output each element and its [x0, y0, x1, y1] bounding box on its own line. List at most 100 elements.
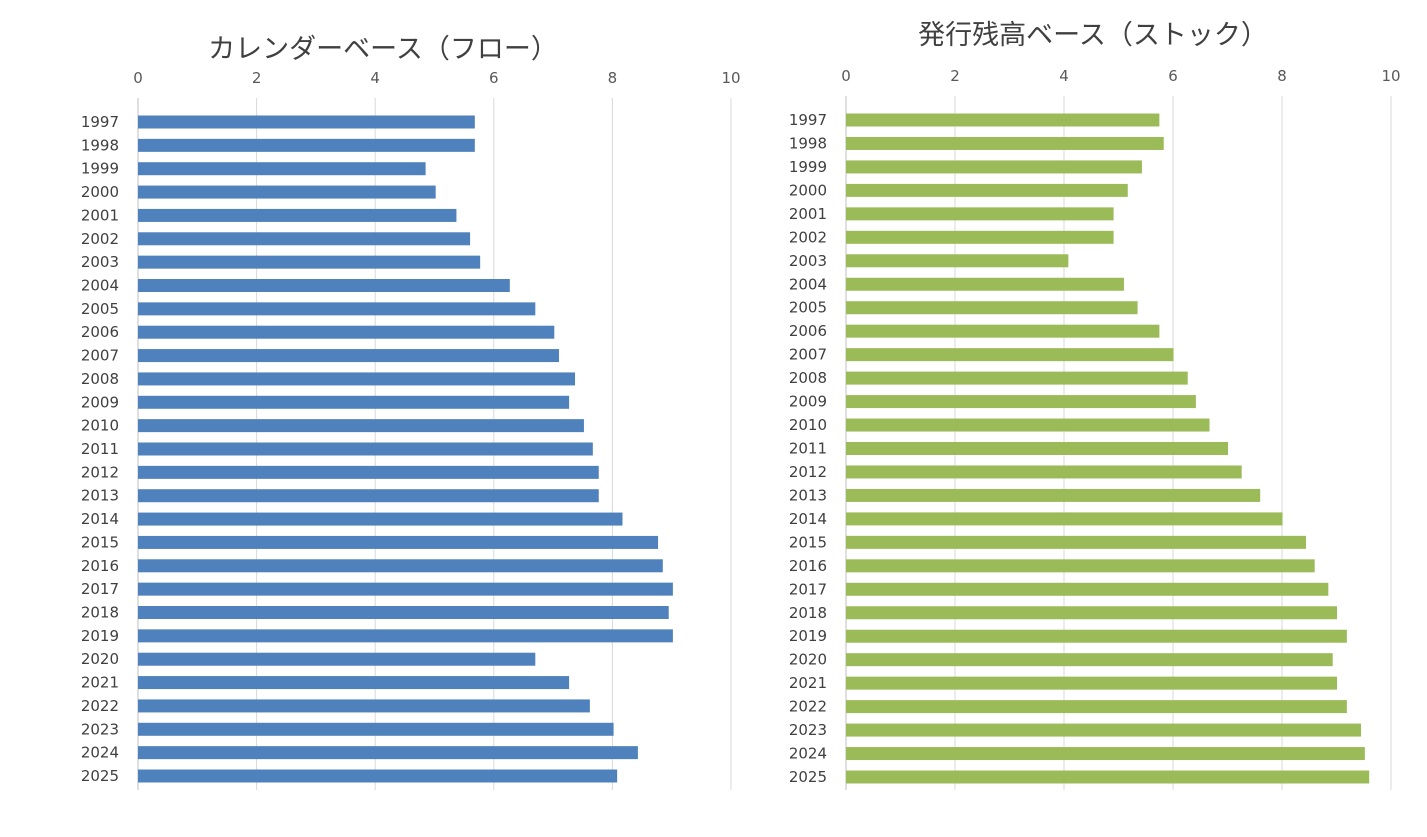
stock-category-label: 2017	[789, 580, 827, 598]
flow-bar	[138, 232, 471, 246]
flow-chart-title: カレンダーベース（フロー）	[208, 34, 558, 65]
flow-category-label: 2004	[81, 277, 119, 295]
stock-bar	[846, 418, 1210, 432]
stock-category-label: 1999	[789, 158, 827, 176]
flow-category-label: 2012	[81, 463, 119, 481]
flow-category-label: 2024	[81, 744, 119, 762]
flow-x-tick-label: 6	[489, 69, 499, 87]
stock-x-tick-label: 6	[1168, 67, 1178, 85]
flow-bar	[138, 395, 570, 409]
stock-bar	[846, 488, 1261, 502]
stock-category-label: 2013	[789, 486, 827, 504]
flow-bar	[138, 208, 457, 222]
stock-category-label: 2014	[789, 510, 827, 528]
flow-category-label: 2000	[81, 183, 119, 201]
flow-bar	[138, 255, 481, 269]
flow-category-label: 2010	[81, 417, 119, 435]
stock-bar	[846, 512, 1283, 526]
flow-category-label: 1999	[81, 160, 119, 178]
flow-category-label: 1997	[81, 113, 119, 131]
flow-bar	[138, 652, 536, 666]
flow-bar	[138, 185, 436, 199]
flow-bar	[138, 279, 510, 292]
flow-category-label: 2018	[81, 604, 119, 622]
stock-category-label: 2004	[789, 275, 827, 293]
stock-category-label: 2011	[789, 440, 827, 458]
flow-bar	[138, 465, 599, 479]
stock-bar	[846, 113, 1160, 127]
stock-category-label: 2007	[789, 346, 827, 364]
stock-bar	[846, 535, 1306, 549]
flow-category-label: 2003	[81, 253, 119, 271]
flow-bar	[138, 372, 576, 386]
stock-category-label: 2015	[789, 533, 827, 551]
flow-bar	[138, 582, 673, 596]
flow-category-label: 2023	[81, 720, 119, 738]
flow-bar	[138, 512, 623, 526]
stock-bar	[846, 324, 1160, 338]
stock-category-label: 2022	[789, 698, 827, 716]
stock-bar	[846, 465, 1242, 479]
flow-category-label: 2022	[81, 697, 119, 715]
flow-x-tick-label: 8	[608, 69, 618, 87]
flow-bar	[138, 115, 475, 129]
flow-bar	[138, 489, 599, 503]
flow-category-label: 2011	[81, 440, 119, 458]
stock-bar	[846, 207, 1114, 221]
stock-bar	[846, 136, 1164, 150]
flow-x-tick-label: 0	[133, 69, 143, 87]
flow-category-label: 2006	[81, 323, 119, 341]
stock-bar	[846, 254, 1069, 268]
stock-category-label: 2010	[789, 416, 827, 434]
stock-bar	[846, 770, 1370, 784]
stock-bar	[846, 395, 1196, 409]
flow-category-label: 2021	[81, 674, 119, 692]
flow-bar	[138, 699, 590, 713]
flow-bar	[138, 769, 618, 783]
stock-bar	[846, 371, 1188, 385]
flow-category-label: 2002	[81, 230, 119, 248]
stock-x-tick-label: 4	[1059, 67, 1069, 85]
flow-bar	[138, 162, 426, 176]
flow-bar	[138, 302, 536, 316]
stock-x-tick-label: 2	[950, 67, 960, 85]
stock-bar	[846, 301, 1138, 315]
stock-category-label: 2019	[789, 627, 827, 645]
stock-chart-title: 発行残高ベース（ストック）	[918, 20, 1268, 51]
flow-category-label: 2014	[81, 510, 119, 528]
stock-category-label: 2024	[789, 745, 827, 763]
flow-category-label: 2013	[81, 487, 119, 505]
stock-category-label: 2018	[789, 604, 827, 622]
flow-category-label: 2017	[81, 580, 119, 598]
flow-category-label: 2001	[81, 206, 119, 224]
stock-bar	[846, 442, 1229, 455]
stock-category-label: 2021	[789, 674, 827, 692]
stock-category-label: 2016	[789, 557, 827, 575]
flow-bar	[138, 606, 669, 619]
stock-bar	[846, 183, 1128, 197]
stock-category-label: 2020	[789, 651, 827, 669]
flow-bar	[138, 629, 673, 643]
stock-category-label: 2009	[789, 393, 827, 411]
stock-category-label: 2006	[789, 322, 827, 340]
flow-bar	[138, 722, 614, 736]
stock-category-label: 2025	[789, 768, 827, 786]
flow-category-label: 2016	[81, 557, 119, 575]
stock-bar	[846, 747, 1365, 761]
flow-bar	[138, 325, 555, 339]
stock-category-label: 2023	[789, 721, 827, 739]
flow-category-label: 2015	[81, 533, 119, 551]
flow-category-label: 2007	[81, 347, 119, 365]
stock-chart-panel: 発行残高ベース（ストック） 0 2 4 6 8 10 1997 1998 1999 2000 2001…	[789, 20, 1401, 790]
stock-bar	[846, 160, 1142, 174]
flow-bar	[138, 559, 663, 573]
flow-category-label: 2008	[81, 370, 119, 388]
flow-x-tick-label: 2	[252, 69, 262, 87]
stock-bar	[846, 559, 1315, 573]
flow-category-label: 2019	[81, 627, 119, 645]
stock-bar	[846, 700, 1347, 714]
stock-category-label: 2001	[789, 205, 827, 223]
stock-bar	[846, 723, 1362, 737]
